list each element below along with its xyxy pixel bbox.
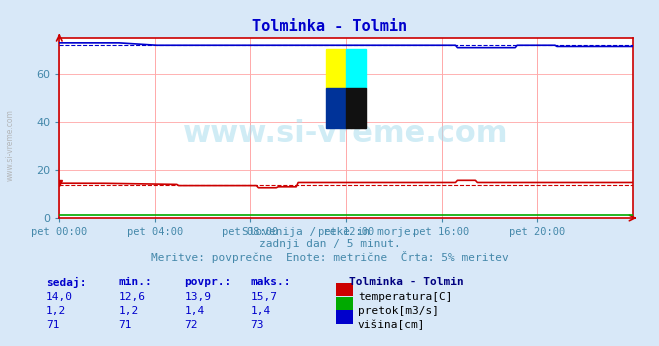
Bar: [326, 89, 346, 128]
Text: www.si-vreme.com: www.si-vreme.com: [183, 119, 509, 148]
Text: temperatura[C]: temperatura[C]: [358, 292, 452, 302]
Text: Meritve: povprečne  Enote: metrične  Črta: 5% meritev: Meritve: povprečne Enote: metrične Črta:…: [151, 251, 508, 263]
Text: sedaj:: sedaj:: [46, 277, 86, 288]
Text: 12,6: 12,6: [119, 292, 146, 302]
Text: 71: 71: [46, 320, 59, 330]
Text: 15,7: 15,7: [250, 292, 277, 302]
Text: 1,4: 1,4: [185, 306, 205, 316]
Bar: [346, 49, 366, 89]
Text: 1,2: 1,2: [119, 306, 139, 316]
Text: 1,4: 1,4: [250, 306, 271, 316]
Text: Tolminka - Tolmin: Tolminka - Tolmin: [252, 19, 407, 34]
Text: 14,0: 14,0: [46, 292, 73, 302]
Text: www.si-vreme.com: www.si-vreme.com: [5, 109, 14, 181]
Text: 1,2: 1,2: [46, 306, 67, 316]
Text: višina[cm]: višina[cm]: [358, 320, 425, 330]
Text: 72: 72: [185, 320, 198, 330]
Text: pretok[m3/s]: pretok[m3/s]: [358, 306, 439, 316]
Bar: [346, 89, 366, 128]
Text: Slovenija / reke in morje.: Slovenija / reke in morje.: [242, 227, 417, 237]
Bar: [326, 49, 346, 89]
Text: zadnji dan / 5 minut.: zadnji dan / 5 minut.: [258, 239, 401, 249]
Text: 73: 73: [250, 320, 264, 330]
Text: maks.:: maks.:: [250, 277, 291, 287]
Text: min.:: min.:: [119, 277, 152, 287]
Text: povpr.:: povpr.:: [185, 277, 232, 287]
Text: 13,9: 13,9: [185, 292, 212, 302]
Text: 71: 71: [119, 320, 132, 330]
Text: Tolminka - Tolmin: Tolminka - Tolmin: [349, 277, 464, 287]
